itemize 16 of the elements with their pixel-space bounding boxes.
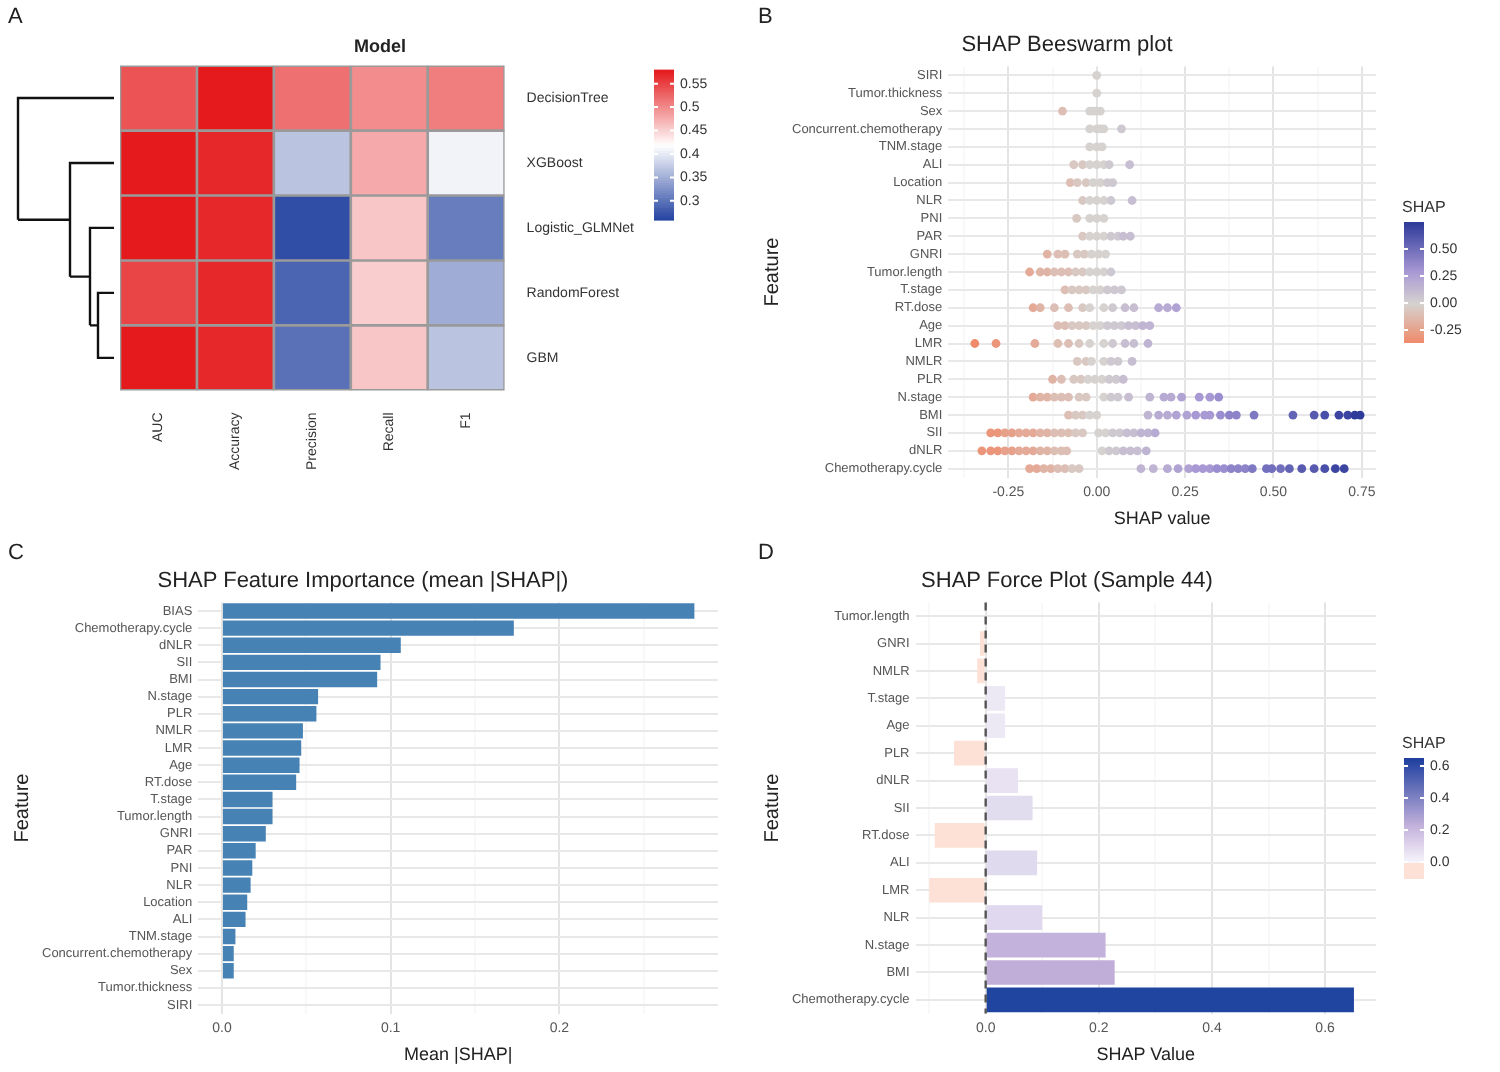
y-axis-title: Feature	[761, 772, 784, 843]
chart-title: Model	[354, 35, 406, 56]
chart-title: SHAP Force Plot (Sample 44)	[921, 569, 1213, 594]
y-axis-title: Feature	[761, 236, 784, 307]
text: A	[8, 5, 24, 30]
x-axis-title: Mean |SHAP|	[403, 1044, 513, 1065]
color-bar-title: SHAP	[1402, 198, 1446, 217]
y-axis-title: Feature	[11, 772, 34, 843]
x-axis-title: SHAP Value	[1096, 1044, 1195, 1065]
text: D	[758, 541, 774, 566]
chart-title: SHAP Beeswarm plot	[961, 33, 1173, 58]
chart-title: SHAP Feature Importance (mean |SHAP|)	[157, 569, 569, 594]
color-bar-title: SHAP	[1402, 734, 1446, 753]
x-axis-title: SHAP value	[1113, 508, 1211, 529]
text: C	[8, 541, 24, 566]
text: B	[758, 5, 773, 30]
